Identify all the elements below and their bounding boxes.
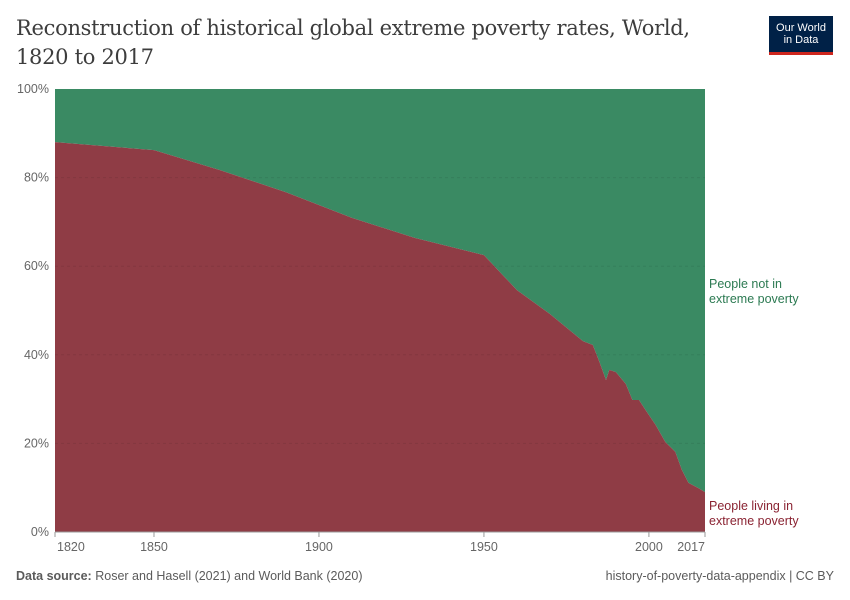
y-tick-label: 20% (24, 436, 49, 450)
x-tick-label: 1850 (140, 540, 168, 554)
logo-line-2: in Data (783, 34, 819, 46)
area-extreme-poverty[interactable] (55, 142, 705, 532)
label-not-in-poverty[interactable]: People not in (709, 277, 782, 291)
x-tick-label: 1820 (57, 540, 85, 554)
area-not-in-poverty[interactable] (55, 89, 705, 493)
y-tick-label: 0% (31, 525, 49, 539)
y-tick-label: 60% (24, 259, 49, 273)
label-not-in-poverty[interactable]: extreme poverty (709, 292, 799, 306)
y-tick-label: 40% (24, 348, 49, 362)
logo-line-1: Our World (776, 22, 826, 34)
source-text[interactable]: Roser and Hasell (2021) and World Bank (… (95, 569, 363, 583)
x-tick-label: 2000 (635, 540, 663, 554)
y-tick-label: 100% (17, 82, 49, 96)
chart-title: Reconstruction of historical global extr… (16, 16, 690, 69)
data-source: Data source: Roser and Hasell (2021) and… (16, 569, 363, 583)
owid-logo[interactable]: Our World in Data (769, 16, 833, 55)
label-extreme-poverty[interactable]: People living in (709, 499, 793, 513)
x-tick-label: 2017 (677, 540, 705, 554)
label-extreme-poverty[interactable]: extreme poverty (709, 514, 799, 528)
source-label: Data source: (16, 569, 92, 583)
y-tick-label: 80% (24, 171, 49, 185)
x-tick-label: 1900 (305, 540, 333, 554)
x-tick-label: 1950 (470, 540, 498, 554)
footer-link[interactable]: history-of-poverty-data-appendix | CC BY (605, 569, 834, 583)
